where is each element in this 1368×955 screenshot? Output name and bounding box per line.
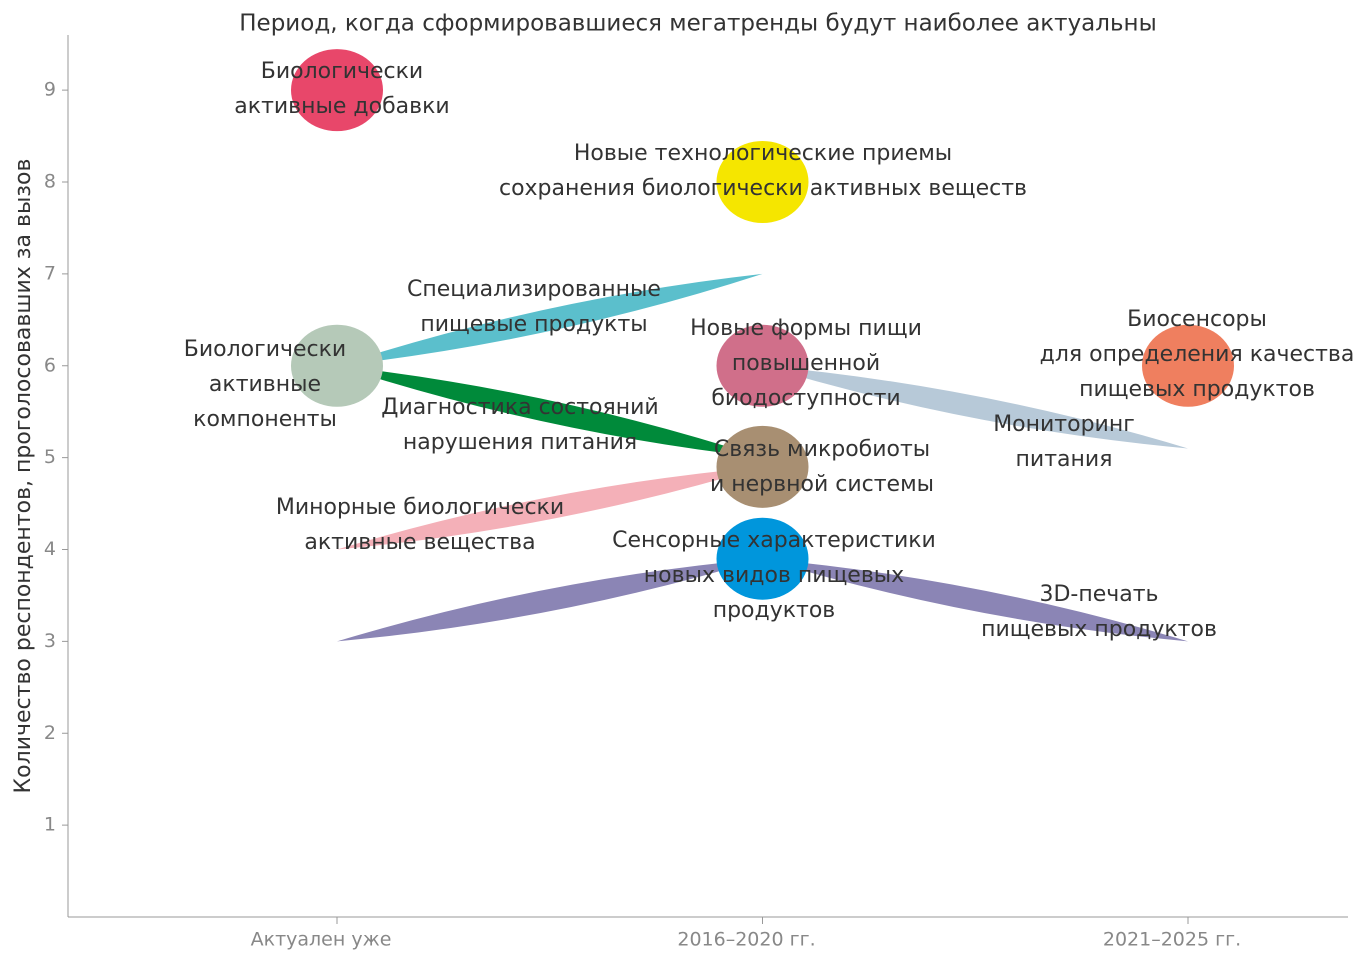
series-label: Биологически xyxy=(261,59,423,84)
trend-ribbon xyxy=(337,273,763,366)
y-tick-label: 3 xyxy=(44,630,56,652)
series-label: нарушения питания xyxy=(403,430,637,455)
y-tick-label: 2 xyxy=(44,722,56,744)
series-label: Мониторинг xyxy=(993,412,1135,437)
series-label: Связь микробиоты xyxy=(714,437,930,462)
series-label: Сенсорные характеристики xyxy=(612,528,936,553)
y-axis-label: Количество респондентов, проголосовавших… xyxy=(11,159,36,794)
series-label: Специализированные xyxy=(407,277,661,302)
series-label: и нервной системы xyxy=(710,472,934,497)
series-label: Биосенсоры xyxy=(1127,307,1267,332)
bubble xyxy=(291,49,383,132)
bubble xyxy=(291,324,383,407)
bubble xyxy=(716,425,809,508)
series-label: 3D-печать xyxy=(1039,582,1158,607)
y-tick-label: 7 xyxy=(44,262,56,284)
series-label: пищевых продуктов xyxy=(1079,377,1315,402)
series-label: активные добавки xyxy=(234,94,449,119)
trend-ribbon xyxy=(337,558,1188,642)
series-label: биодоступности xyxy=(711,386,900,411)
bubble xyxy=(716,324,809,407)
y-tick-label: 6 xyxy=(44,354,56,376)
series-label: для определения качества xyxy=(1040,342,1355,367)
series-label: активные вещества xyxy=(304,530,535,555)
series-label: активные xyxy=(209,372,321,397)
series-label: компоненты xyxy=(193,407,337,432)
y-tick-label: 9 xyxy=(44,79,56,101)
series-label: новых видов пищевых xyxy=(644,563,904,588)
chart-title: Период, когда сформировавшиеся мегатренд… xyxy=(239,11,1156,37)
bubble xyxy=(1142,324,1234,407)
trend-ribbon xyxy=(337,466,763,550)
bubble xyxy=(716,517,809,600)
trend-ribbon xyxy=(762,365,1188,449)
bubble xyxy=(716,141,809,223)
series-label: Минорные биологически xyxy=(276,495,564,520)
x-tick-label: 2021–2025 гг. xyxy=(1103,929,1241,951)
series-label: Новые формы пищи xyxy=(690,316,922,341)
series-label: пищевых продуктов xyxy=(981,617,1217,642)
series-label: Новые технологические приемы xyxy=(574,141,952,166)
y-tick-label: 8 xyxy=(44,171,56,193)
series-label: питания xyxy=(1016,447,1113,472)
x-tick-label: 2016–2020 гг. xyxy=(677,929,815,951)
x-tick-label: Актуален уже xyxy=(251,929,392,951)
series-label: сохранения биологически активных веществ xyxy=(499,176,1027,201)
y-tick-label: 1 xyxy=(44,814,56,836)
series-label: продуктов xyxy=(713,598,836,623)
series-label: Биологически xyxy=(184,337,346,362)
trend-ribbon xyxy=(337,365,763,458)
y-tick-label: 5 xyxy=(44,446,56,468)
series-label: повышенной xyxy=(732,351,880,376)
y-tick-label: 4 xyxy=(44,538,56,560)
series-label: пищевые продукты xyxy=(420,312,647,337)
series-label: Диагностика состояний xyxy=(381,395,658,420)
